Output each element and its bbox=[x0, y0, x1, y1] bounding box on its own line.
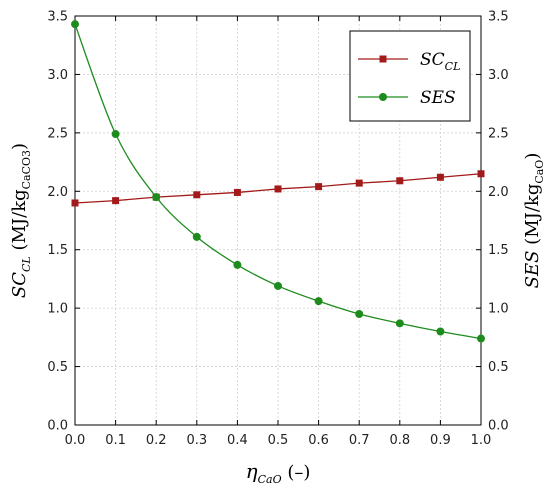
y-right-tick-label: 2.0 bbox=[488, 185, 509, 200]
data-point bbox=[111, 130, 120, 139]
y-left-tick-label: 2.0 bbox=[47, 185, 68, 200]
x-axis-label: ηCaO (–) bbox=[246, 459, 311, 486]
data-point bbox=[436, 173, 444, 181]
x-tick-label: 0.9 bbox=[430, 433, 451, 448]
legend-entry: SCCL bbox=[358, 50, 460, 73]
y-right-tick-label: 1.5 bbox=[488, 243, 509, 258]
data-point bbox=[395, 319, 404, 328]
x-tick-label: 0.1 bbox=[105, 433, 126, 448]
data-point bbox=[355, 309, 364, 318]
x-axis-label-unit: (–) bbox=[282, 462, 311, 483]
series-line bbox=[74, 23, 482, 340]
legend-box bbox=[349, 30, 471, 122]
y-right-tick-label: 3.0 bbox=[488, 68, 509, 83]
x-tick-label: 0.5 bbox=[268, 433, 289, 448]
data-point bbox=[233, 260, 242, 269]
x-tick-label: 0.2 bbox=[146, 433, 167, 448]
y-right-tick-label: 2.5 bbox=[488, 126, 509, 141]
series-ses bbox=[71, 20, 485, 343]
y-axis-right-label: SES (MJ/kgCaO) bbox=[522, 153, 546, 289]
x-tick-label: 1.0 bbox=[471, 433, 492, 448]
x-axis-label-sub: CaO bbox=[258, 473, 282, 486]
legend-label: SES bbox=[420, 88, 456, 108]
y-right-tick-label: 1.0 bbox=[488, 302, 509, 317]
data-point bbox=[274, 185, 282, 193]
data-point bbox=[477, 334, 485, 343]
data-point bbox=[396, 177, 404, 185]
legend-marker bbox=[379, 93, 387, 101]
y-left-tick-label: 0.0 bbox=[47, 419, 68, 434]
data-point bbox=[315, 183, 323, 191]
y-left-label-end: ) bbox=[9, 143, 30, 150]
y-left-tick-label: 3.0 bbox=[47, 68, 68, 83]
y-right-tick-label: 0.5 bbox=[488, 360, 509, 375]
x-axis-label-main: η bbox=[246, 459, 258, 483]
data-point bbox=[274, 281, 282, 290]
y-right-label-unit: (MJ/kg bbox=[522, 184, 543, 251]
y-left-tick-label: 0.5 bbox=[47, 360, 68, 375]
data-point bbox=[436, 327, 445, 336]
data-point bbox=[71, 20, 79, 29]
legend: SCCL SES bbox=[349, 30, 471, 122]
y-right-label-end: ) bbox=[522, 153, 543, 160]
x-tick-label: 0.7 bbox=[349, 433, 370, 448]
y-left-tick-label: 1.0 bbox=[47, 302, 68, 317]
data-point bbox=[112, 197, 120, 205]
x-tick-label: 0.0 bbox=[65, 433, 86, 448]
y-left-tick-label: 2.5 bbox=[47, 126, 68, 141]
y-right-tick-label: 0.0 bbox=[488, 419, 509, 434]
y-left-label-unit: (MJ/kg bbox=[9, 189, 30, 256]
y-left-tick-label: 1.5 bbox=[47, 243, 68, 258]
y-left-label-unit-sub: CaCO3 bbox=[20, 150, 33, 189]
x-tick-label: 0.4 bbox=[227, 433, 248, 448]
data-point bbox=[193, 191, 201, 199]
data-point bbox=[355, 179, 363, 187]
data-point bbox=[314, 297, 323, 306]
data-point bbox=[71, 199, 79, 207]
x-tick-label: 0.3 bbox=[186, 433, 207, 448]
x-tick-label: 0.8 bbox=[389, 433, 410, 448]
legend-marker bbox=[379, 55, 387, 63]
data-point bbox=[192, 232, 201, 241]
y-left-label-sub: CL bbox=[20, 256, 33, 272]
data-point bbox=[233, 188, 241, 196]
data-series bbox=[71, 20, 485, 343]
y-left-label-main: SC bbox=[9, 272, 30, 298]
legend-entries: SCCL SES bbox=[358, 50, 460, 108]
y-right-label-unit-sub: CaO bbox=[533, 160, 546, 184]
legend-entry: SES bbox=[358, 88, 456, 108]
axis-ticks: 0.0 0.1 0.2 0.3 0.4 0.5 0.6 0.7 0.8 0.9 1.00.0 0.00… bbox=[47, 10, 508, 449]
data-point bbox=[477, 170, 485, 178]
y-right-label-main: SES bbox=[522, 251, 543, 289]
x-tick-label: 0.6 bbox=[308, 433, 329, 448]
y-axis-left-label: SCCL (MJ/kgCaCO3) bbox=[9, 143, 33, 298]
y-left-tick-label: 3.5 bbox=[47, 10, 68, 25]
legend-label: SCCL bbox=[420, 50, 460, 73]
data-point bbox=[152, 193, 161, 202]
y-right-tick-label: 3.5 bbox=[488, 10, 509, 25]
